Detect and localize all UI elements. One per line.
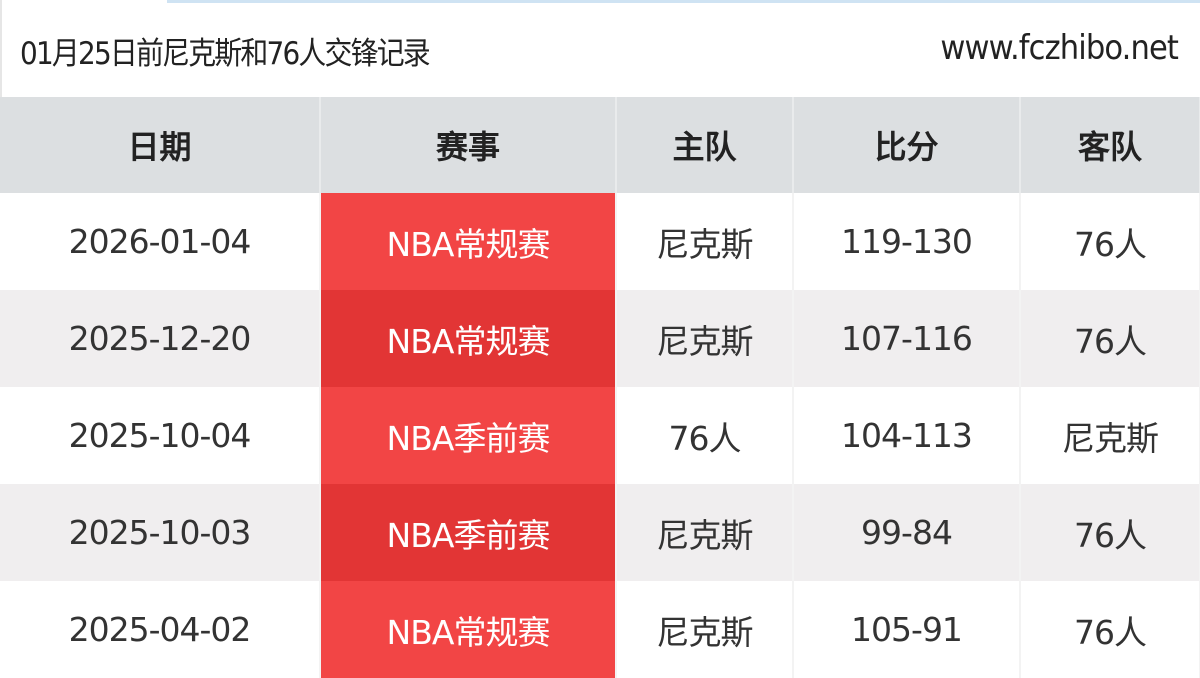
score-cell: 119-130 — [793, 193, 1021, 290]
home-team-cell: 76人 — [616, 387, 794, 484]
header-home: 主队 — [616, 97, 794, 193]
header-competition: 赛事 — [320, 97, 617, 193]
away-team-cell: 76人 — [1020, 581, 1200, 678]
competition-cell: NBA季前赛 — [320, 387, 617, 484]
home-team-cell: 尼克斯 — [616, 484, 794, 581]
table-row: 2025-10-03 NBA季前赛 尼克斯 99-84 76人 — [0, 484, 1200, 581]
table-row: 2025-10-04 NBA季前赛 76人 104-113 尼克斯 — [0, 387, 1200, 484]
site-watermark: www.fczhibo.net — [940, 28, 1179, 68]
table-row: 2025-12-20 NBA常规赛 尼克斯 107-116 76人 — [0, 290, 1200, 387]
away-team-cell: 尼克斯 — [1020, 387, 1200, 484]
date-cell: 2025-04-02 — [0, 581, 321, 678]
date-cell: 2025-10-04 — [0, 387, 321, 484]
left-border — [0, 0, 2, 97]
competition-cell: NBA常规赛 — [320, 193, 617, 290]
score-cell: 99-84 — [793, 484, 1021, 581]
header-date: 日期 — [0, 97, 321, 193]
score-cell: 104-113 — [793, 387, 1021, 484]
home-team-cell: 尼克斯 — [616, 193, 794, 290]
home-team-cell: 尼克斯 — [616, 290, 794, 387]
header-score: 比分 — [793, 97, 1021, 193]
competition-cell: NBA常规赛 — [320, 290, 617, 387]
table-row: 2025-04-02 NBA常规赛 尼克斯 105-91 76人 — [0, 581, 1200, 678]
score-cell: 107-116 — [793, 290, 1021, 387]
table-header: 日期 赛事 主队 比分 客队 — [0, 97, 1200, 193]
page-title: 01月25日前尼克斯和76人交锋记录 — [20, 36, 431, 72]
table-row: 2026-01-04 NBA常规赛 尼克斯 119-130 76人 — [0, 193, 1200, 290]
away-team-cell: 76人 — [1020, 484, 1200, 581]
away-team-cell: 76人 — [1020, 290, 1200, 387]
competition-cell: NBA常规赛 — [320, 581, 617, 678]
home-team-cell: 尼克斯 — [616, 581, 794, 678]
date-cell: 2025-10-03 — [0, 484, 321, 581]
head-to-head-table: 日期 赛事 主队 比分 客队 2026-01-04 NBA常规赛 尼克斯 119-13… — [0, 97, 1200, 678]
date-cell: 2025-12-20 — [0, 290, 321, 387]
top-border — [167, 0, 1200, 3]
header-away: 客队 — [1020, 97, 1200, 193]
score-cell: 105-91 — [793, 581, 1021, 678]
date-cell: 2026-01-04 — [0, 193, 321, 290]
competition-cell: NBA季前赛 — [320, 484, 617, 581]
away-team-cell: 76人 — [1020, 193, 1200, 290]
